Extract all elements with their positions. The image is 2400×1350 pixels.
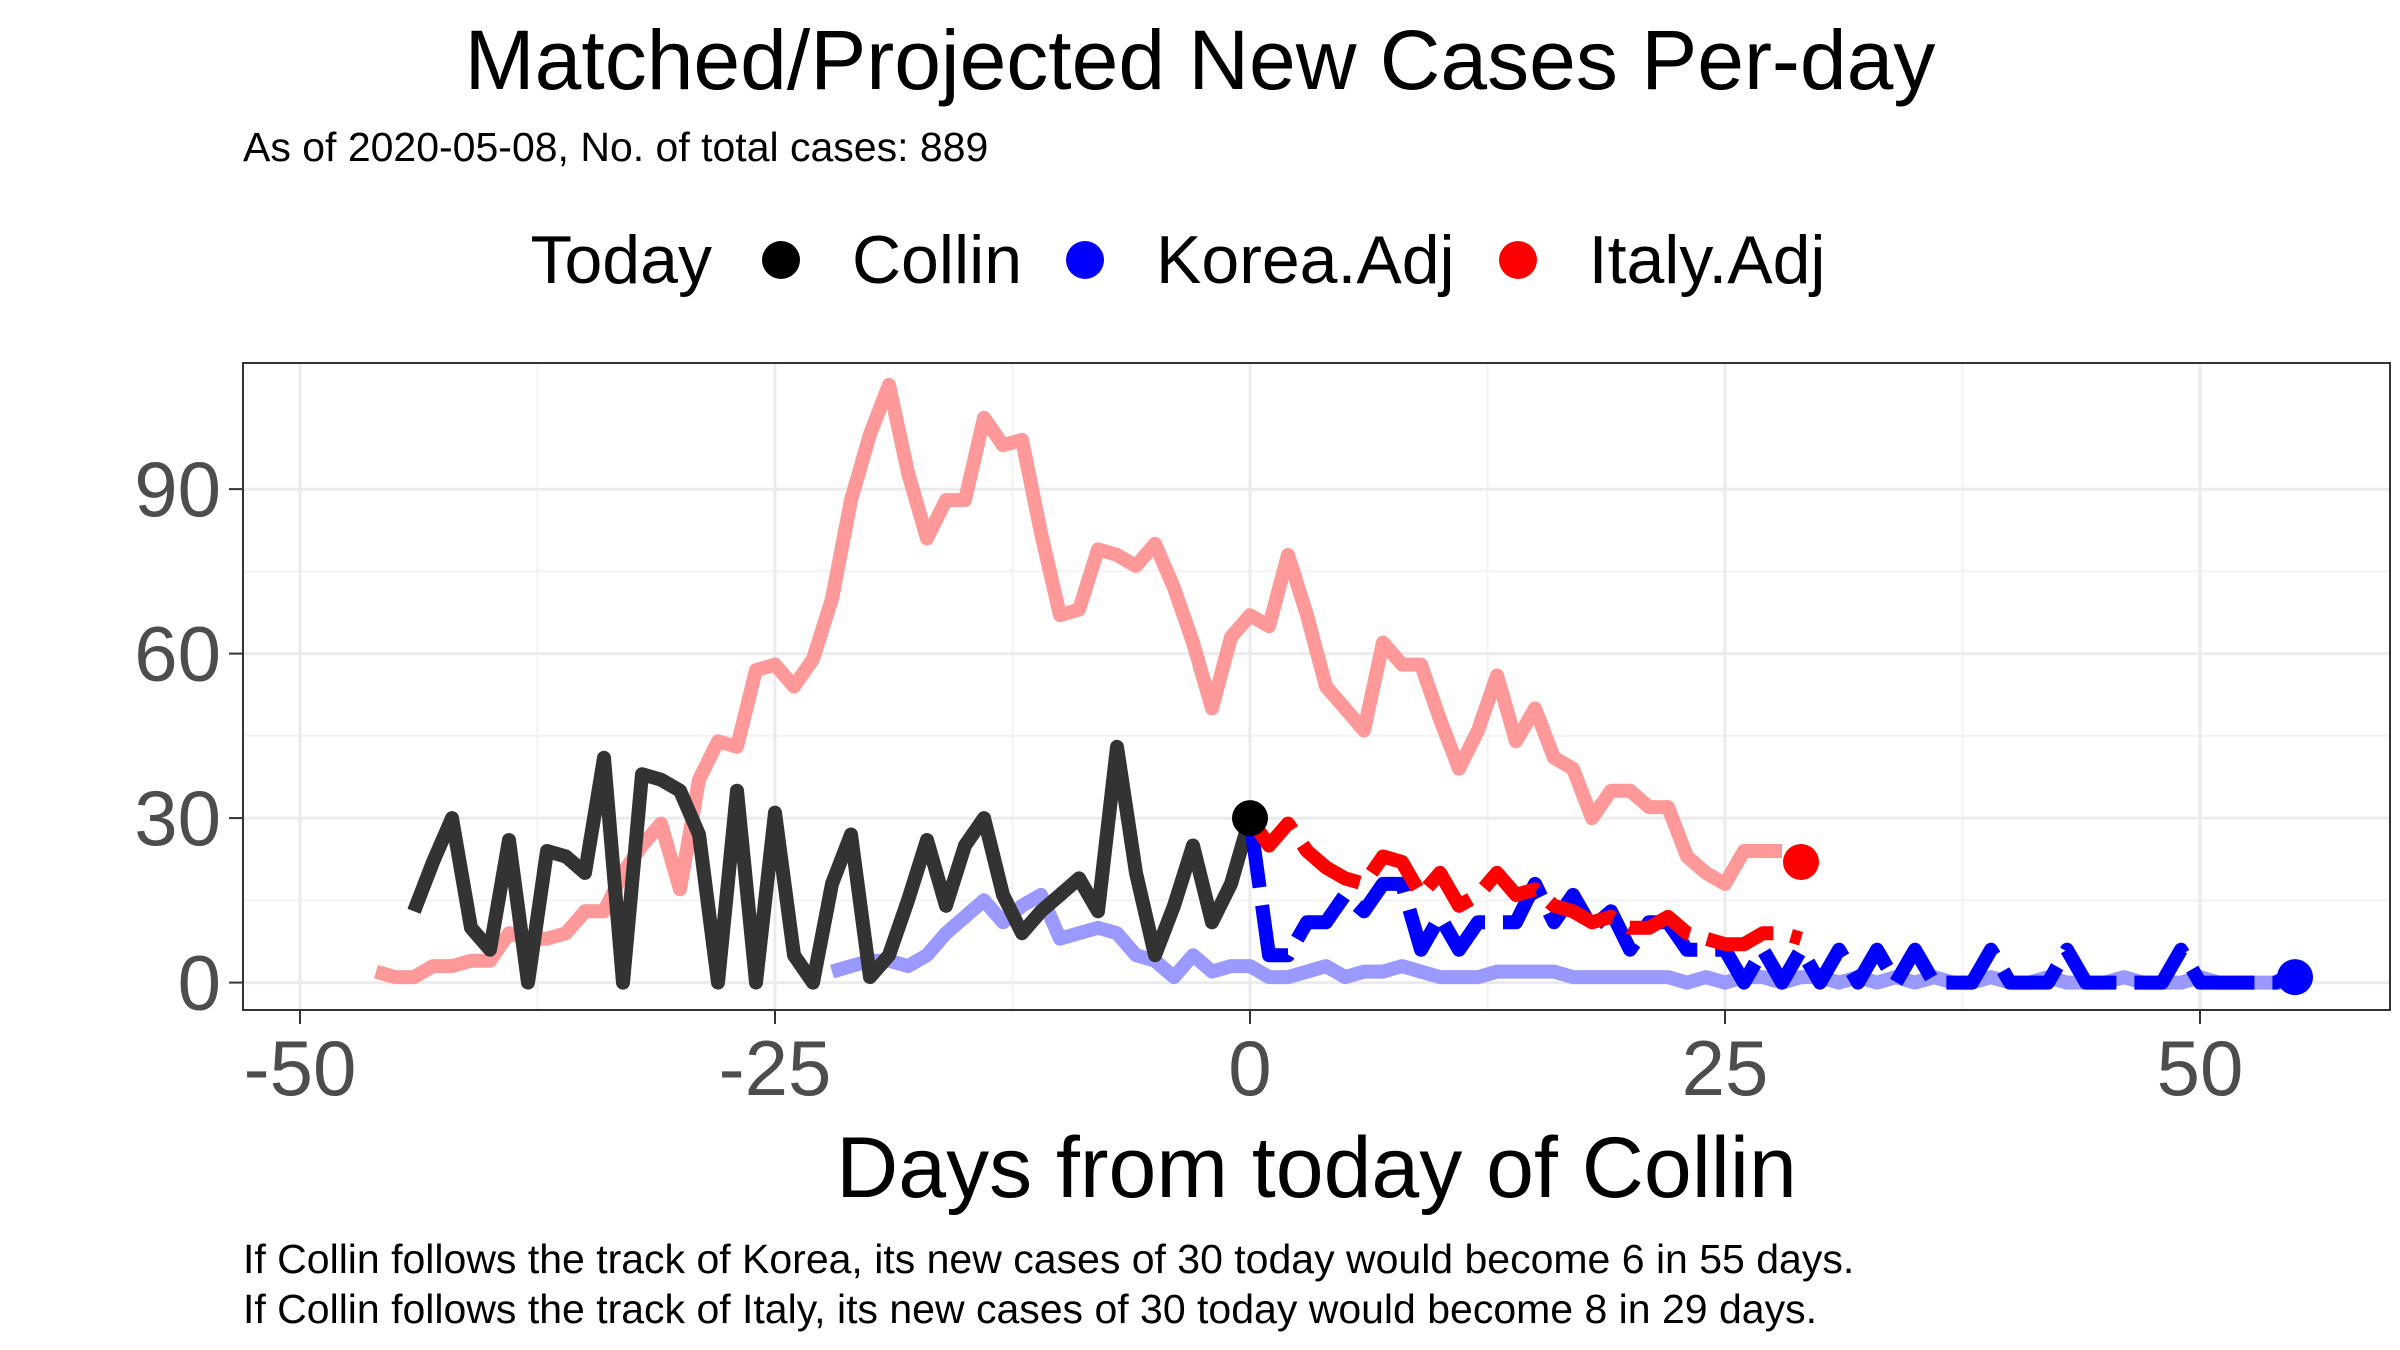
caption-korea: If Collin follows the track of Korea, it… xyxy=(243,1236,1855,1282)
x-tick-label: -25 xyxy=(719,1024,832,1112)
legend-item-korea: Korea.Adj xyxy=(1066,221,1455,299)
legend-item-collin: Collin xyxy=(761,221,1023,299)
today-point-0 xyxy=(1232,800,1268,837)
legend-label-italy: Italy.Adj xyxy=(1588,222,1826,298)
plot-border xyxy=(242,362,2391,1011)
series-line-koreaadj-projected xyxy=(1243,817,2299,990)
legend-label-korea: Korea.Adj xyxy=(1156,222,1455,298)
today-point-1 xyxy=(2277,959,2313,996)
x-axis-title: Days from today of Collin xyxy=(836,1120,1797,1216)
series-line-italyadj-projected xyxy=(1244,814,1803,952)
x-tick-label: 0 xyxy=(1228,1024,1271,1112)
legend-label-collin: Collin xyxy=(851,222,1023,298)
y-tick-label: 0 xyxy=(178,939,221,1027)
legend: Today Collin Korea.Adj Italy.Adj xyxy=(0,210,2400,310)
chart-title: Matched/Projected New Cases Per-day xyxy=(464,13,1936,107)
today-point-2 xyxy=(1783,843,1819,880)
x-tick-label: 25 xyxy=(1682,1024,1769,1112)
y-tick-label: 60 xyxy=(134,610,221,698)
chart-subtitle: As of 2020-05-08, No. of total cases: 88… xyxy=(243,124,989,170)
y-tick-label: 90 xyxy=(134,445,221,533)
caption-italy: If Collin follows the track of Italy, it… xyxy=(243,1286,1817,1332)
x-tick-label: -50 xyxy=(244,1024,357,1112)
legend-dot-korea xyxy=(1066,241,1105,279)
y-tick-label: 30 xyxy=(134,774,221,862)
legend-item-italy: Italy.Adj xyxy=(1498,221,1826,299)
legend-title: Today xyxy=(530,222,712,298)
series-line-collin-observed xyxy=(407,739,1257,990)
plot-background xyxy=(243,363,2390,1010)
x-tick-label: 50 xyxy=(2157,1024,2244,1112)
legend-dot-collin xyxy=(761,241,800,279)
legend-dot-italy xyxy=(1498,241,1537,279)
